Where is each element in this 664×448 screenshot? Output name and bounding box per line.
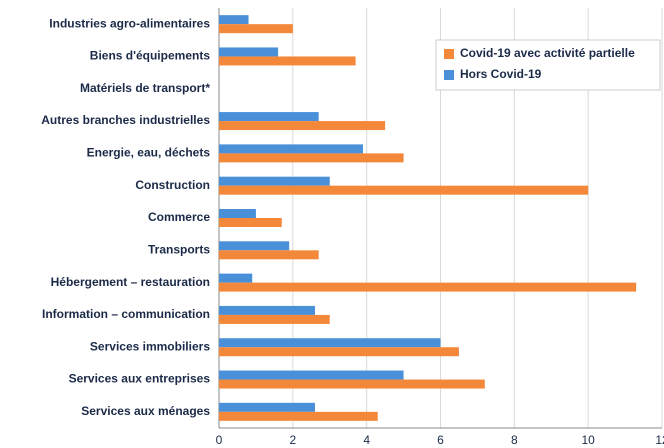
bar bbox=[219, 112, 319, 122]
bar bbox=[219, 218, 282, 227]
bar bbox=[219, 379, 485, 389]
bar bbox=[219, 47, 279, 57]
category-label: Autres branches industrielles bbox=[41, 113, 210, 127]
bar bbox=[219, 282, 637, 292]
x-tick-label: 10 bbox=[581, 433, 595, 447]
category-label: Industries agro-alimentaires bbox=[49, 16, 210, 30]
legend-swatch bbox=[444, 49, 454, 59]
bar bbox=[219, 241, 290, 251]
bar bbox=[219, 411, 378, 421]
legend-box bbox=[435, 39, 661, 91]
bar bbox=[219, 24, 293, 34]
bar bbox=[219, 338, 441, 348]
bar bbox=[219, 370, 404, 380]
category-label: Services aux ménages bbox=[81, 404, 210, 418]
legend-label: Covid-19 avec activité partielle bbox=[460, 46, 635, 60]
bar bbox=[219, 144, 363, 154]
x-tick-label: 4 bbox=[363, 433, 370, 447]
category-label: Commerce bbox=[148, 210, 210, 224]
x-tick-label: 2 bbox=[289, 433, 296, 447]
bar bbox=[219, 305, 315, 315]
category-label: Transports bbox=[148, 242, 210, 256]
x-tick-label: 12 bbox=[655, 433, 664, 447]
bar bbox=[219, 402, 315, 412]
bar bbox=[219, 176, 330, 186]
bar bbox=[219, 209, 256, 218]
x-tick-label: 0 bbox=[216, 433, 223, 447]
category-label: Services immobiliers bbox=[90, 339, 210, 353]
legend-swatch bbox=[444, 70, 454, 80]
bar bbox=[219, 347, 459, 357]
category-label: Hébergement – restauration bbox=[51, 275, 210, 289]
category-label: Matériels de transport* bbox=[80, 81, 210, 95]
category-label: Construction bbox=[135, 178, 210, 192]
bar bbox=[219, 56, 356, 66]
legend-label: Hors Covid-19 bbox=[460, 67, 542, 81]
bar bbox=[219, 153, 404, 163]
bar bbox=[219, 314, 330, 324]
bar bbox=[219, 185, 589, 195]
bar bbox=[219, 250, 319, 260]
category-label: Biens d'équipements bbox=[90, 49, 211, 63]
x-tick-label: 6 bbox=[437, 433, 444, 447]
category-label: Services aux entreprises bbox=[69, 372, 211, 386]
category-label: Information – communication bbox=[42, 307, 210, 321]
bar bbox=[219, 273, 253, 283]
x-tick-label: 8 bbox=[511, 433, 518, 447]
category-label: Energie, eau, déchets bbox=[87, 146, 211, 160]
bar bbox=[219, 15, 249, 25]
bar bbox=[219, 121, 386, 131]
